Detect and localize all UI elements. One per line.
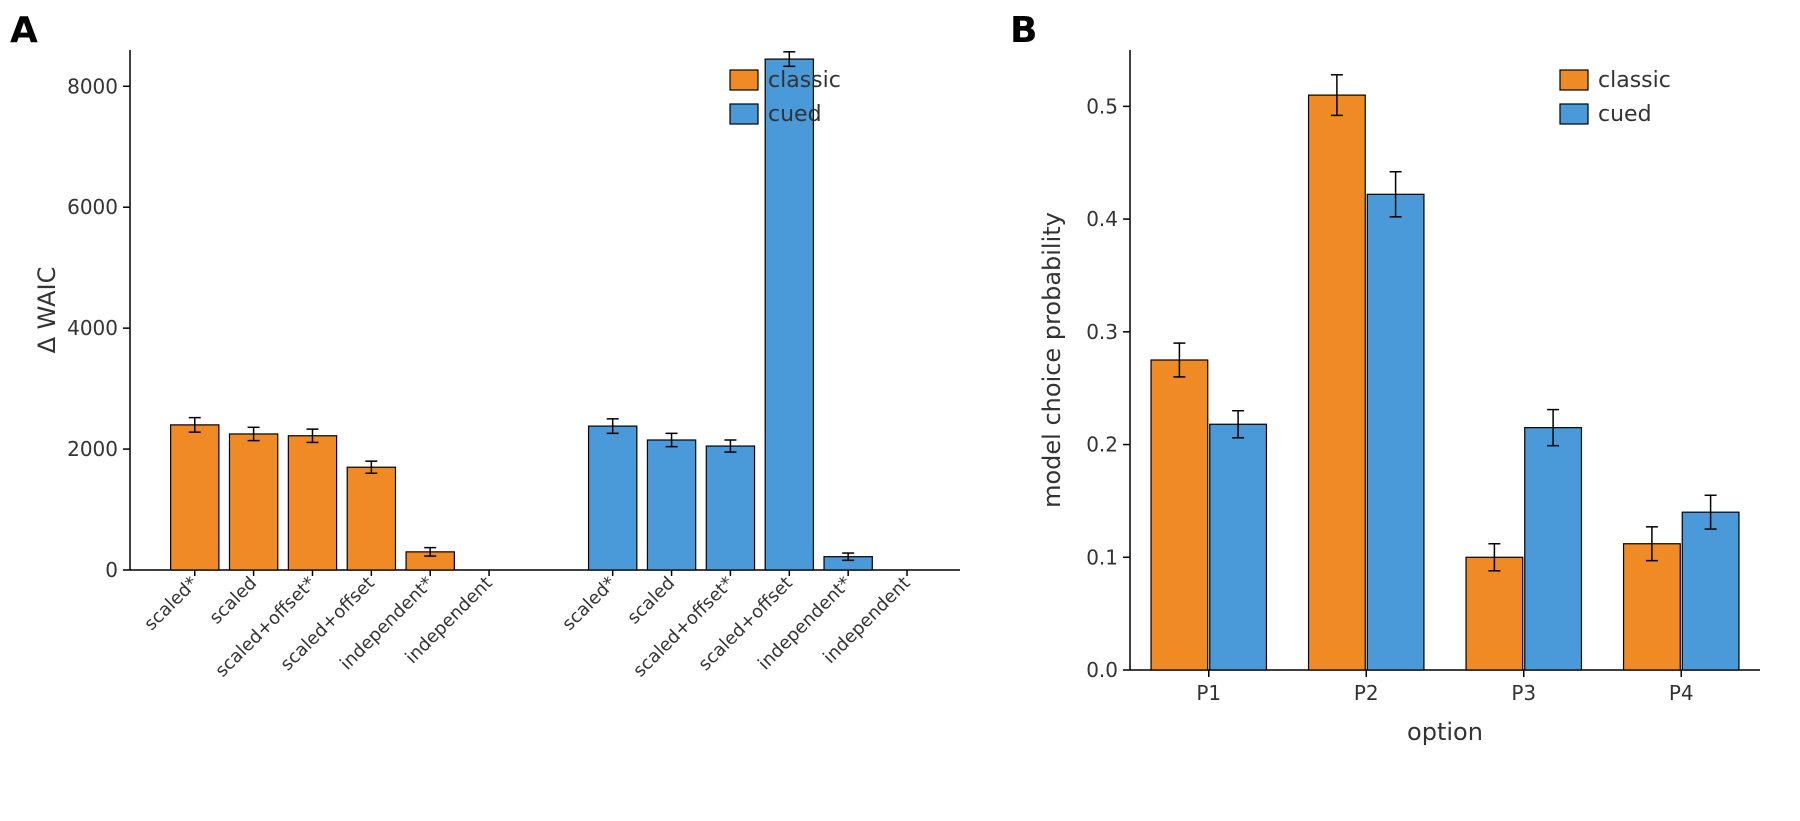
svg-text:6000: 6000 [67,195,118,219]
bar [1466,557,1523,670]
panel-b: B 0.00.10.20.30.40.5model choice probabi… [1020,20,1780,780]
panel-b-label: B [1010,10,1037,51]
svg-text:0.2: 0.2 [1086,433,1118,457]
svg-text:0.3: 0.3 [1086,320,1118,344]
svg-text:Δ WAIC: Δ WAIC [33,267,61,354]
bar [1367,194,1424,670]
svg-text:scaled: scaled [623,573,679,629]
panel-a-label: A [10,10,38,51]
svg-text:0.1: 0.1 [1086,545,1118,569]
bar [589,426,637,570]
svg-text:8000: 8000 [67,74,118,98]
figure-container: A 02000400060008000Δ WAICscaled*scaledsc… [20,20,1780,801]
bar [1210,424,1267,670]
bar [765,59,813,570]
svg-text:scaled*: scaled* [558,573,620,635]
bar [1151,360,1208,670]
bar [1309,95,1366,670]
svg-text:model choice probability: model choice probability [1038,212,1066,508]
svg-text:P2: P2 [1354,681,1379,705]
panel-a: A 02000400060008000Δ WAICscaled*scaledsc… [20,20,980,780]
svg-text:scaled: scaled [205,573,261,629]
svg-text:scaled+offset*: scaled+offset* [211,573,320,682]
bar [706,446,754,570]
bar [171,425,219,570]
svg-text:0.0: 0.0 [1086,658,1118,682]
svg-text:P1: P1 [1196,681,1221,705]
panel-b-chart: 0.0 0.1 0.2 0.3 0.4 0.5 model choice probabili… [1020,20,1780,780]
bar [1624,544,1681,670]
bar [1525,428,1582,670]
svg-text:4000: 4000 [67,316,118,340]
bar [647,440,695,570]
bar [1682,512,1739,670]
legend: classic cued [1560,68,1671,127]
svg-text:2000: 2000 [67,437,118,461]
svg-text:0: 0 [105,558,118,582]
svg-text:classic: classic [1598,68,1671,93]
svg-text:scaled*: scaled* [140,573,202,635]
svg-text:P4: P4 [1669,681,1694,705]
svg-text:P3: P3 [1511,681,1536,705]
svg-text:classic: classic [768,68,841,93]
svg-text:0.5: 0.5 [1086,94,1118,118]
svg-text:0.4: 0.4 [1086,207,1118,231]
panel-a-chart: 02000400060008000Δ WAICscaled*scaledscal… [20,20,980,780]
svg-text:cued: cued [1598,102,1652,127]
bar [347,467,395,570]
bar [229,434,277,570]
svg-text:option: option [1407,718,1483,746]
bar [288,436,336,570]
svg-text:cued: cued [768,102,822,127]
svg-text:scaled+offset*: scaled+offset* [629,573,738,682]
